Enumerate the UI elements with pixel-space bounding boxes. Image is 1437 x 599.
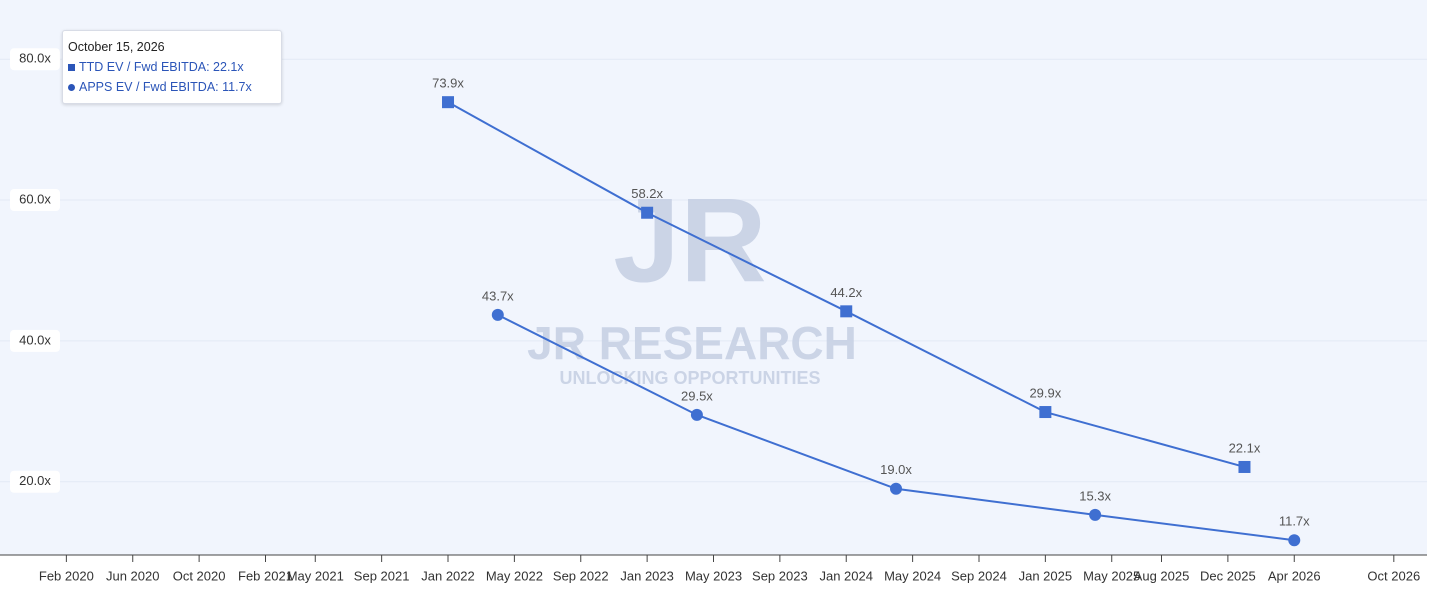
data-label: 19.0x — [880, 462, 912, 477]
data-point — [1039, 406, 1052, 419]
data-point — [690, 408, 703, 421]
x-tick-label: Jan 2023 — [620, 568, 674, 583]
y-tick-label-box — [10, 48, 60, 71]
data-point — [641, 206, 654, 219]
data-label: 44.2x — [830, 285, 862, 300]
data-label: 73.9x — [432, 76, 464, 91]
data-point — [442, 96, 455, 109]
x-tick-label: Sep 2021 — [354, 568, 410, 583]
data-point — [1238, 460, 1251, 473]
data-point — [890, 482, 903, 495]
data-label: 15.3x — [1079, 488, 1111, 503]
data-point — [840, 305, 853, 318]
tooltip-title: October 15, 2026 — [68, 40, 165, 54]
x-tick-label: Aug 2025 — [1134, 568, 1190, 583]
x-tick-label: Apr 2026 — [1268, 568, 1321, 583]
y-tick-label-box — [10, 329, 60, 352]
data-label: 22.1x — [1229, 440, 1261, 455]
y-tick-label: 40.0x — [19, 332, 51, 347]
watermark: JR JR RESEARCH UNLOCKING OPPORTUNITIES — [527, 174, 857, 388]
x-tick-label: Feb 2021 — [238, 568, 293, 583]
data-label: 58.2x — [631, 186, 663, 201]
y-tick-label-box — [10, 470, 60, 493]
tooltip-text: APPS EV / Fwd EBITDA: 11.7x — [79, 80, 252, 94]
data-label: 11.7x — [1279, 514, 1310, 529]
x-tick-label: Sep 2022 — [553, 568, 609, 583]
x-tick-label: May 2022 — [486, 568, 543, 583]
tooltip-item: APPS EV / Fwd EBITDA: 11.7x — [68, 77, 276, 97]
y-tick-label: 60.0x — [19, 191, 51, 206]
tooltip-text: TTD EV / Fwd EBITDA: 22.1x — [79, 60, 244, 74]
watermark-tagline: UNLOCKING OPPORTUNITIES — [559, 368, 820, 388]
data-label: 43.7x — [482, 288, 514, 303]
x-tick-label: Sep 2024 — [951, 568, 1007, 583]
x-tick-label: Jun 2020 — [106, 568, 160, 583]
x-tick-label: Dec 2025 — [1200, 568, 1256, 583]
data-point — [1089, 508, 1102, 521]
tooltip-item: TTD EV / Fwd EBITDA: 22.1x — [68, 57, 276, 77]
x-tick-label: Jan 2025 — [1019, 568, 1073, 583]
y-tick-label-box — [10, 189, 60, 212]
tooltip: October 15, 2026 TTD EV / Fwd EBITDA: 22… — [62, 30, 282, 104]
x-tick-label: Sep 2023 — [752, 568, 808, 583]
x-tick-label: Oct 2020 — [173, 568, 226, 583]
x-tick-label: Jan 2022 — [421, 568, 475, 583]
x-tick-label: May 2024 — [884, 568, 941, 583]
x-tick-label: May 2021 — [287, 568, 344, 583]
watermark-logo: JR — [613, 174, 766, 308]
data-label: 29.5x — [681, 388, 713, 403]
x-tick-label: May 2023 — [685, 568, 742, 583]
data-point — [1288, 534, 1301, 547]
x-tick-label: Oct 2026 — [1367, 568, 1420, 583]
y-tick-label: 80.0x — [19, 51, 51, 66]
data-label: 29.9x — [1029, 385, 1061, 400]
x-tick-label: May 2025 — [1083, 568, 1140, 583]
x-tick-label: Feb 2020 — [39, 568, 94, 583]
y-tick-label: 20.0x — [19, 473, 51, 488]
data-point — [491, 308, 504, 321]
x-tick-label: Jan 2024 — [819, 568, 873, 583]
watermark-name: JR RESEARCH — [527, 317, 857, 369]
